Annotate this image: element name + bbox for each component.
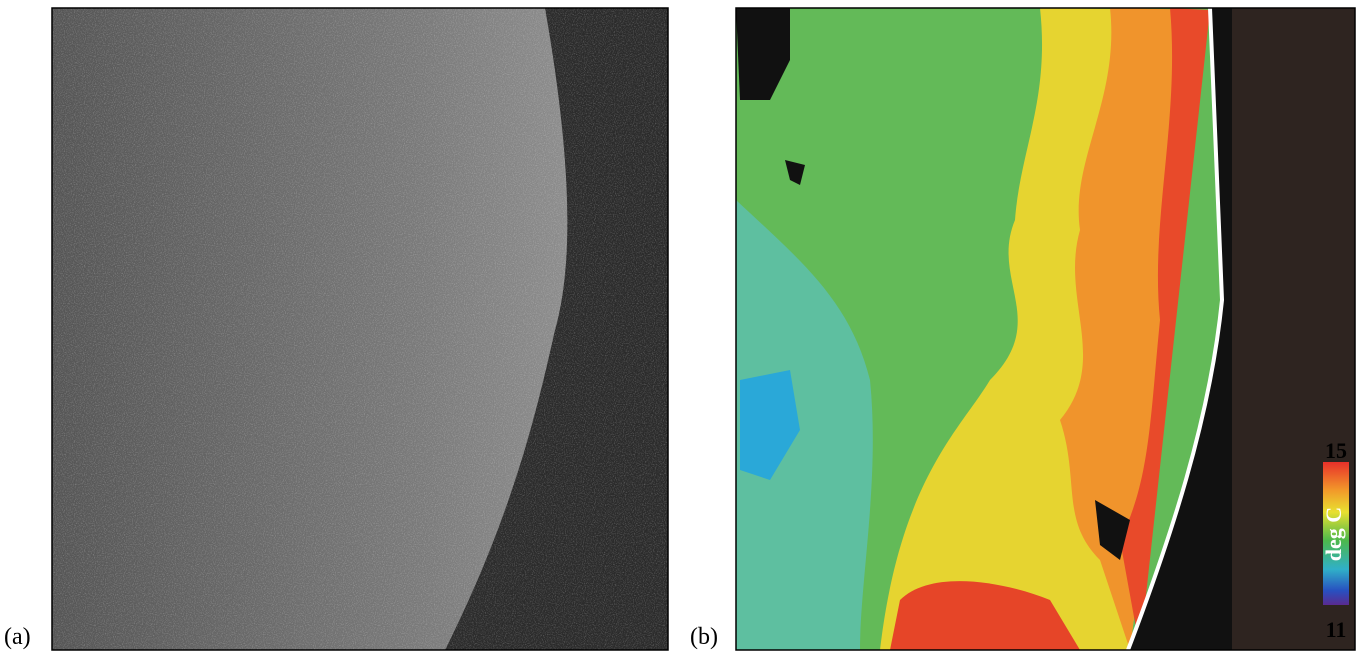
panel-label: (b) — [690, 624, 718, 650]
colorbar-min: 11 — [1326, 617, 1347, 642]
sar-image — [52, 8, 668, 650]
panel-label: (a) — [4, 624, 31, 650]
figure: (a) (b) 15 11 deg C — [0, 0, 1369, 658]
sst-map — [736, 8, 1355, 650]
colorbar-max: 15 — [1325, 438, 1347, 463]
colorbar-label: deg C — [1321, 507, 1346, 561]
